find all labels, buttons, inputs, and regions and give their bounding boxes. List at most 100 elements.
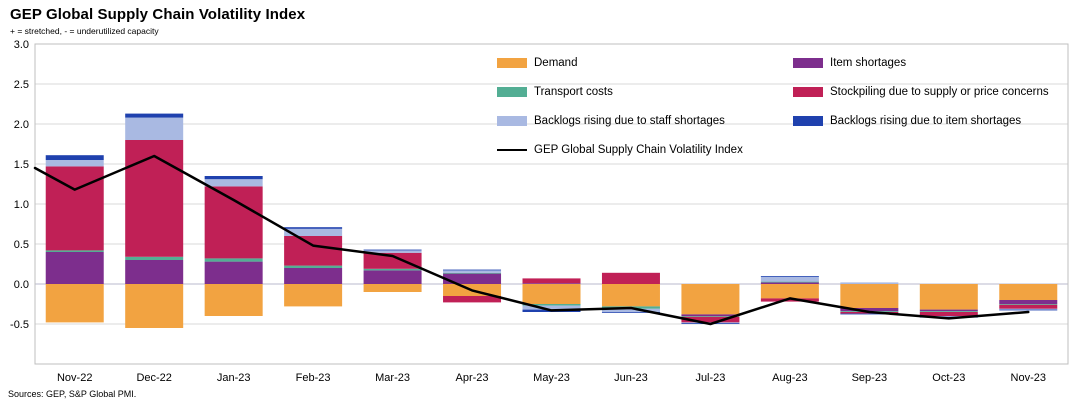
x-axis-label: Oct-23 [932,372,965,384]
bar-segment [125,256,184,260]
bars-layer [45,113,1058,328]
legend-item-line: GEP Global Supply Chain Volatility Index [497,144,793,156]
y-tick-label: 0.0 [14,279,29,291]
bar-segment [999,300,1058,304]
x-axis-label: Mar-23 [375,372,410,384]
bar-segment [919,316,978,317]
bar-segment [204,258,263,262]
bar-segment [760,276,819,277]
x-axis-label: Jul-23 [695,372,725,384]
y-tick-label: 1.0 [14,199,29,211]
bar-segment [681,316,740,323]
bar-segment [125,284,184,328]
bar-segment [443,296,502,303]
legend-item: Item shortages [793,57,1049,69]
x-axis-label: Apr-23 [456,372,489,384]
legend-line-swatch [497,149,527,151]
x-axis-label: Nov-23 [1011,372,1046,384]
bar-segment [284,236,343,266]
y-tick-label: 2.5 [14,79,29,91]
legend-swatch [497,87,527,97]
bar-segment [999,304,1058,309]
bar-segment [522,278,581,284]
bar-segment [760,276,819,282]
bar-segment [125,117,184,140]
chart-header: GEP Global Supply Chain Volatility Index… [0,0,1085,36]
x-axis-label: Nov-22 [57,372,92,384]
bar-segment [45,160,104,167]
bar-segment [601,284,660,307]
bar-segment [760,298,819,302]
volatility-index-line [33,154,1030,326]
bar-segment [999,309,1058,311]
bar-segment [999,308,1058,310]
bar-segment [45,155,104,160]
bar-segment [284,284,343,307]
bar-segment [919,309,978,312]
legend: Demand Item shortages Transport costs Stock… [497,57,1049,156]
legend-label: Demand [534,57,578,69]
plot-border [34,43,1069,365]
bar-segment [760,281,819,283]
bar-segment [363,284,422,292]
bar-segment [522,284,581,304]
bar-segment [204,284,263,316]
bar-segment [760,282,819,284]
bar-segment [522,283,581,284]
y-tick-label: 2.0 [14,119,29,131]
x-axis-label: May-23 [533,372,570,384]
plot-area: 3.0 2.5 2.0 1.5 1.0 0.5 0.0 -0.5 Nov-22 Dec-22 Jan… [0,38,1085,386]
bar-segment [601,312,660,313]
bar-segment [284,268,343,284]
bar-segment [363,270,422,284]
legend-label: Item shortages [830,57,907,69]
bar-segment [681,284,740,315]
x-axis-label: Aug-23 [772,372,807,384]
legend-item: Stockpiling due to supply or price conce… [793,86,1049,98]
bar-segment [681,314,740,316]
y-tick-label: -0.5 [10,319,29,331]
x-axis-label: Feb-23 [296,372,331,384]
legend-swatch [497,58,527,68]
bar-segment [443,273,502,284]
bar-segment [284,228,343,236]
bar-segment [999,304,1058,305]
x-axis-label: Dec-22 [136,372,171,384]
chart-svg: 3.0 2.5 2.0 1.5 1.0 0.5 0.0 -0.5 Nov-22 Dec-22 Jan… [10,39,1069,384]
bar-segment [840,313,899,315]
y-tick-label: 1.5 [14,159,29,171]
bar-segment [681,316,740,317]
legend-item: Backlogs rising due to staff shortages [497,115,793,127]
bar-segment [840,308,899,312]
bar-segment [125,260,184,284]
bar-segment [45,284,104,323]
legend-label: Backlogs rising due to staff shortages [534,115,725,127]
chart-subtitle: + = stretched, - = underutilized capacit… [10,26,159,36]
legend-item: Demand [497,57,793,69]
y-tick-label: 3.0 [14,39,29,51]
bar-segment [363,252,422,269]
bar-segment [522,305,581,310]
bar-segment [363,250,422,253]
bar-segment [999,284,1058,300]
bar-segment [204,186,263,259]
bar-segment [760,284,819,299]
source-note: Sources: GEP, S&P Global PMI. [8,389,137,399]
bar-segment [363,249,422,251]
bar-segment [363,268,422,271]
bar-segment [601,308,660,312]
bar-segment [284,227,343,229]
bar-segment [204,261,263,284]
legend-swatch [497,116,527,126]
y-tick-label: 0.5 [14,239,29,251]
bar-segment [443,270,502,273]
bar-segment [204,176,263,180]
bar-segment [125,113,184,118]
legend-label: Backlogs rising due to item shortages [830,115,1022,127]
bar-segment [840,284,899,308]
bar-segment [45,252,104,284]
x-axis-label: Jan-23 [217,372,251,384]
x-axis-label: Sep-23 [852,372,887,384]
bar-segment [522,304,581,306]
bar-segment [45,250,104,252]
